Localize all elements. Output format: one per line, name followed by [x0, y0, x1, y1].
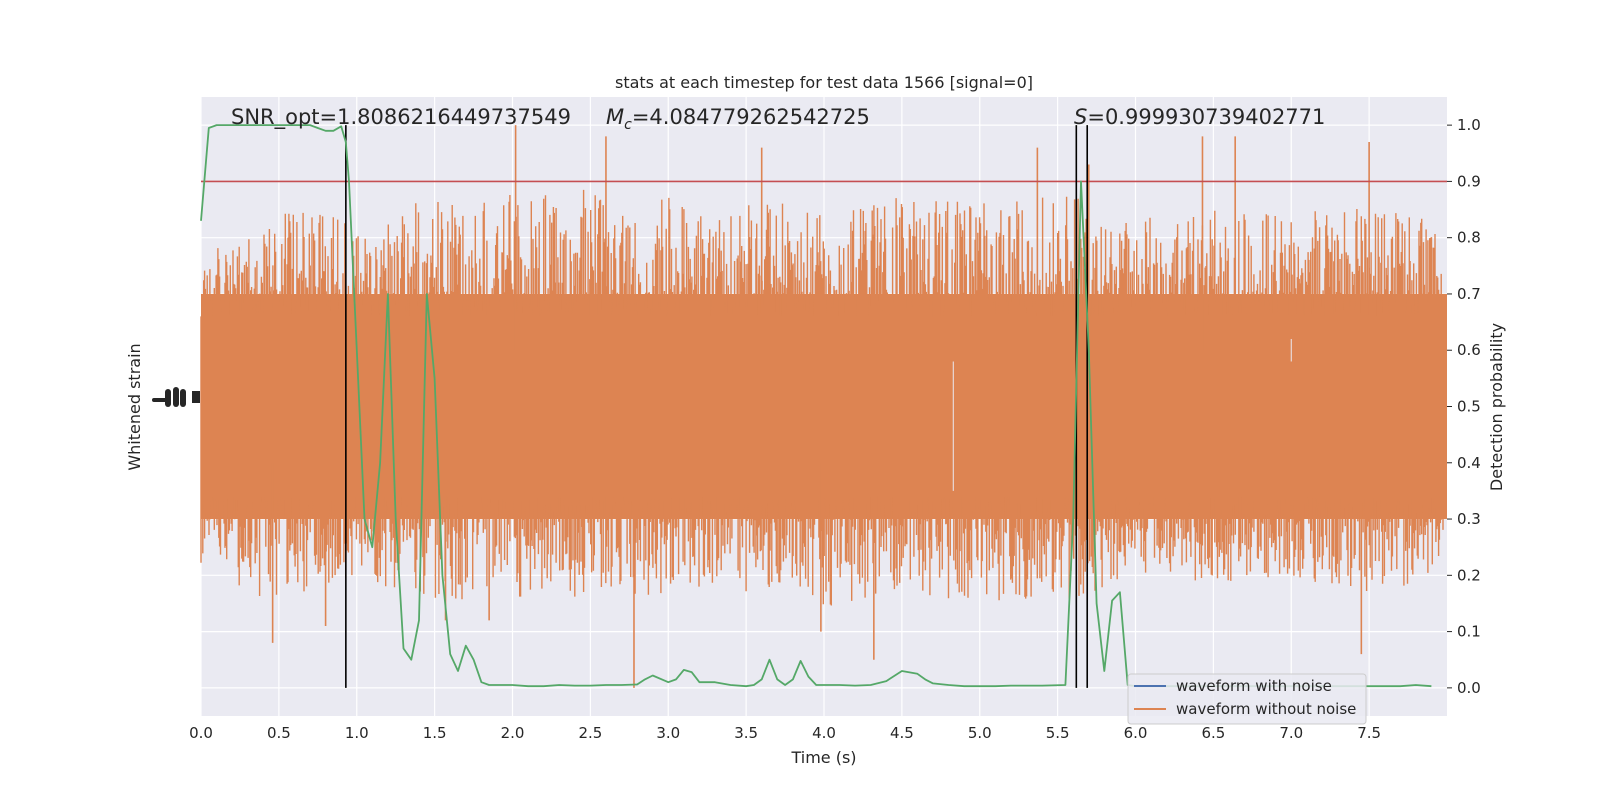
y-tick-label: 0.1: [1457, 623, 1481, 641]
y-tick-label: 0.0: [1457, 679, 1481, 697]
snr-annotation: SNR_opt=1.8086216449737549: [231, 105, 571, 130]
x-tick-label: 1.5: [423, 724, 447, 742]
x-tick-label: 6.0: [1124, 724, 1148, 742]
y-tick-labels: 0.0 0.1 0.2 0.3 0.4 0.5 0.6 0.7 0.8 0.9 1.0: [1447, 116, 1481, 697]
y-tick-label: 1.0: [1457, 116, 1481, 134]
x-tick-label: 4.0: [812, 724, 836, 742]
y-tick-label: 0.5: [1457, 398, 1481, 416]
legend-box: [1127, 673, 1367, 725]
x-tick-label: 4.5: [890, 724, 914, 742]
x-tick-label: 0.5: [267, 724, 291, 742]
y-tick-label: 0.3: [1457, 510, 1481, 528]
legend-label-clean: waveform without noise: [1176, 700, 1356, 718]
left-axis-tick-cluster: [152, 387, 200, 407]
x-tick-labels: 0.0 0.5 1.0 1.5 2.0 2.5 3.0 3.5 4.0 4.5 5.0 5.5 6.0 6…: [189, 724, 1381, 742]
x-tick-label: 2.0: [501, 724, 525, 742]
mc-subscript: c: [624, 117, 632, 133]
y-axis-label-right: Detection probability: [1487, 323, 1506, 491]
x-tick-label: 3.0: [656, 724, 680, 742]
s-value: =0.999930739402771: [1087, 105, 1325, 129]
y-axis-label-left: Whitened strain: [125, 343, 144, 470]
x-tick-label: 7.5: [1357, 724, 1381, 742]
s-annotation: S=0.999930739402771: [1074, 105, 1325, 129]
x-tick-label: 7.0: [1279, 724, 1303, 742]
legend-label-noise: waveform with noise: [1176, 677, 1332, 695]
y-tick-label: 0.4: [1457, 454, 1481, 472]
x-tick-label: 5.0: [968, 724, 992, 742]
y-tick-label: 0.6: [1457, 341, 1481, 359]
chirp-mass-annotation: Mc=4.084779262542725: [606, 105, 870, 133]
x-tick-label: 5.5: [1046, 724, 1070, 742]
y-tick-label: 0.2: [1457, 566, 1481, 584]
x-tick-label: 2.5: [578, 724, 602, 742]
y-tick-label: 0.9: [1457, 172, 1481, 190]
mc-value: =4.084779262542725: [632, 105, 870, 129]
s-symbol: S: [1074, 105, 1087, 129]
legend: waveform with noise waveform without noi…: [1127, 673, 1367, 725]
x-tick-label: 6.5: [1201, 724, 1225, 742]
y-tick-label: 0.7: [1457, 285, 1481, 303]
chart-title: stats at each timestep for test data 156…: [615, 73, 1033, 92]
mc-symbol: M: [606, 105, 624, 129]
strain-noise-path: [200, 189, 1444, 606]
x-tick-label: 0.0: [189, 724, 213, 742]
x-tick-label: 1.0: [345, 724, 369, 742]
x-tick-label: 3.5: [734, 724, 758, 742]
x-axis-label: Time (s): [790, 748, 856, 767]
y-tick-label: 0.8: [1457, 229, 1481, 247]
